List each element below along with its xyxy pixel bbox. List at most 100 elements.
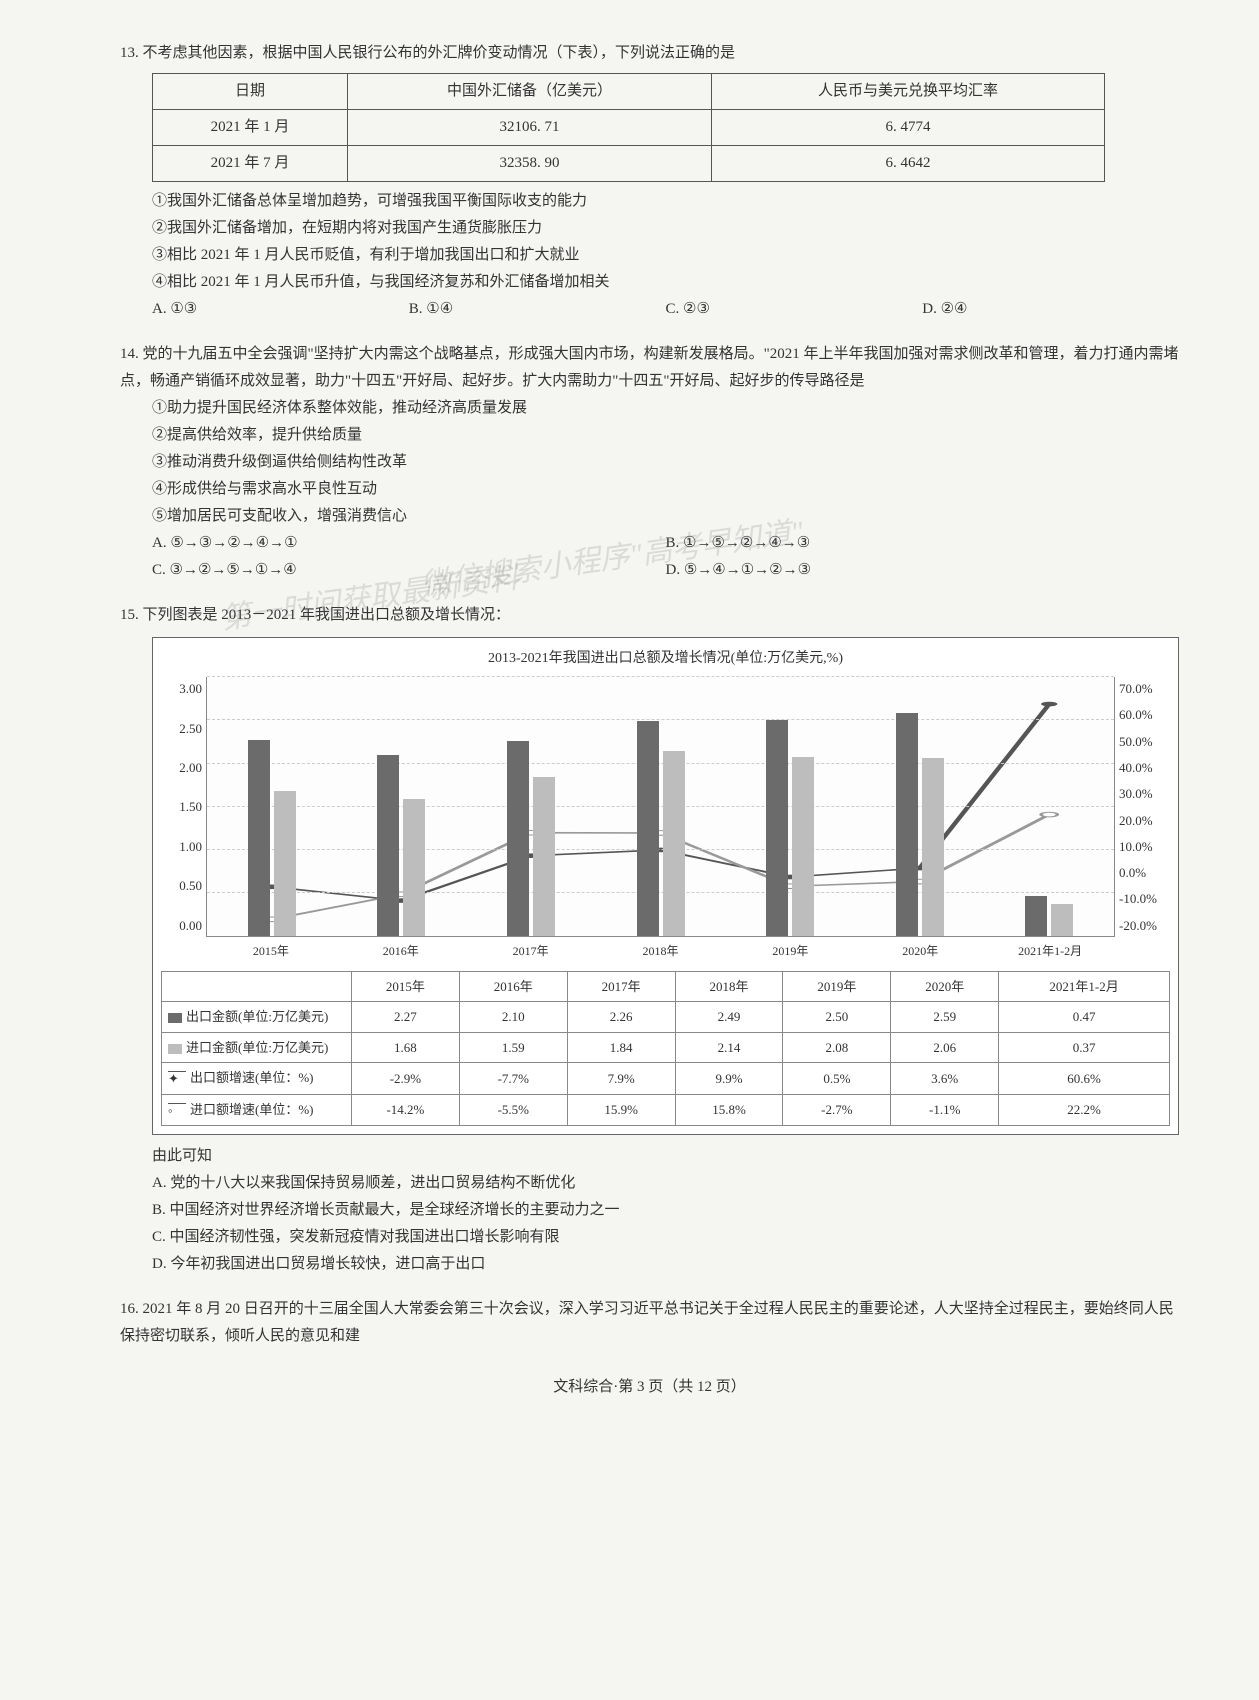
table-row: 进口金额(单位:万亿美元) 1.68 1.59 1.84 2.14 2.08 2… [162,1032,1170,1062]
col-h: 2021年1-2月 [999,971,1170,1001]
table-cell: 6. 4774 [711,110,1104,146]
q14-opt-d: D. ⑤→④→①→②→③ [666,557,1180,584]
table-row: 出口金额(单位:万亿美元) 2.27 2.10 2.26 2.49 2.50 2… [162,1002,1170,1032]
q13-stem: 不考虑其他因素，根据中国人民银行公布的外汇牌价变动情况（下表），下列说法正确的是 [143,45,736,61]
cell: -7.7% [459,1062,567,1094]
cell: 2.14 [675,1032,783,1062]
q13-opt-c: C. ②③ [666,296,923,323]
row-label: 进口金额(单位:万亿美元) [186,1040,328,1055]
cell: 0.47 [999,1002,1170,1032]
cell: 9.9% [675,1062,783,1094]
cell: -1.1% [891,1094,999,1126]
table-row: ◦ 进口额增速(单位：%) -14.2% -5.5% 15.9% 15.8% -2… [162,1094,1170,1126]
cell: 2.27 [352,1002,460,1032]
question-13: 13. 不考虑其他因素，根据中国人民银行公布的外汇牌价变动情况（下表），下列说法… [120,40,1179,323]
row-label: 出口金额(单位:万亿美元) [186,1009,328,1024]
q14-stmt-2: ②提高供给效率，提升供给质量 [120,422,1179,449]
cell: 2.10 [459,1002,567,1032]
cell: 60.6% [999,1062,1170,1094]
cell: -2.9% [352,1062,460,1094]
q14-stmt-1: ①助力提升国民经济体系整体效能，推动经济高质量发展 [120,395,1179,422]
cell: 0.37 [999,1032,1170,1062]
cell: 1.59 [459,1032,567,1062]
x-axis-labels: 2015年2016年2017年2018年2019年2020年2021年1-2月 [206,937,1115,963]
q13-stmt-2: ②我国外汇储备增加，在短期内将对我国产生通货膨胀压力 [120,215,1179,242]
q13-stmt-4: ④相比 2021 年 1 月人民币升值，与我国经济复苏和外汇储备增加相关 [120,269,1179,296]
table-cell: 2021 年 7 月 [153,146,348,182]
cell: 2.49 [675,1002,783,1032]
legend-swatch-import [168,1044,182,1054]
q14-opt-a: A. ⑤→③→②→④→① [152,530,666,557]
q14-stmt-4: ④形成供给与需求高水平良性互动 [120,476,1179,503]
q14-number: 14. [120,346,139,362]
cell: 2.50 [783,1002,891,1032]
cell: 2.59 [891,1002,999,1032]
q14-stem: 党的十九届五中全会强调"坚持扩大内需这个战略基点，形成强大国内市场，构建新发展格… [120,346,1179,389]
page-footer: 文科综合·第 3 页（共 12 页） [120,1374,1179,1401]
q15-stem: 下列图表是 2013－2021 年我国进出口总额及增长情况： [143,607,511,623]
cell: 15.9% [567,1094,675,1126]
col-h: 2020年 [891,971,999,1001]
q13-opt-d: D. ②④ [922,296,1179,323]
q15-opt-b: B. 中国经济对世界经济增长贡献最大，是全球经济增长的主要动力之一 [120,1197,1179,1224]
table-row: ✦出口额增速(单位：%) -2.9% -7.7% 7.9% 9.9% 0.5% … [162,1062,1170,1094]
cell: 2.08 [783,1032,891,1062]
table-cell: 32358. 90 [348,146,712,182]
cell: 15.8% [675,1094,783,1126]
cell: 7.9% [567,1062,675,1094]
q15-opt-d: D. 今年初我国进出口贸易增长较快，进口高于出口 [120,1251,1179,1278]
q16-stem: 2021 年 8 月 20 日召开的十三届全国人大常委会第三十次会议，深入学习习… [120,1301,1174,1344]
legend-swatch-export [168,1013,182,1023]
row-label: 出口额增速(单位：%) [190,1070,314,1085]
q14-stmt-5: ⑤增加居民可支配收入，增强消费信心 [120,503,1179,530]
cell: 0.5% [783,1062,891,1094]
q13-options: A. ①③ B. ①④ C. ②③ D. ②④ [120,296,1179,323]
table-cell: 6. 4642 [711,146,1104,182]
chart-title: 2013-2021年我国进出口总额及增长情况(单位:万亿美元,%) [161,646,1170,671]
q16-number: 16. [120,1301,139,1317]
cell: 2.06 [891,1032,999,1062]
q14-opt-b: B. ①→⑤→②→④→③ [666,530,1180,557]
q13-table: 日期 中国外汇储备（亿美元） 人民币与美元兑换平均汇率 2021 年 1 月 3… [152,73,1105,182]
q13-th-2: 人民币与美元兑换平均汇率 [711,74,1104,110]
q13-stmt-3: ③相比 2021 年 1 月人民币贬值，有利于增加我国出口和扩大就业 [120,242,1179,269]
q13-opt-a: A. ①③ [152,296,409,323]
q15-number: 15. [120,607,139,623]
q13-stmt-1: ①我国外汇储备总体呈增加趋势，可增强我国平衡国际收支的能力 [120,188,1179,215]
col-h: 2016年 [459,971,567,1001]
question-16: 16. 2021 年 8 月 20 日召开的十三届全国人大常委会第三十次会议，深… [120,1296,1179,1350]
question-14: 14. 党的十九届五中全会强调"坚持扩大内需这个战略基点，形成强大国内市场，构建… [120,341,1179,584]
q15-conclusion: 由此可知 [120,1143,1179,1170]
cell: -14.2% [352,1094,460,1126]
chart-container: 2013-2021年我国进出口总额及增长情况(单位:万亿美元,%) 3.002.… [152,637,1179,1135]
legend-line-export-growth: ✦ [168,1067,186,1090]
cell: 1.84 [567,1032,675,1062]
cell: -2.7% [783,1094,891,1126]
cell: 2.26 [567,1002,675,1032]
q15-opt-a: A. 党的十八大以来我国保持贸易顺差，进出口贸易结构不断优化 [120,1170,1179,1197]
col-h: 2019年 [783,971,891,1001]
q14-opt-c: C. ③→②→⑤→①→④ [152,557,666,584]
q13-th-1: 中国外汇储备（亿美元） [348,74,712,110]
cell: 1.68 [352,1032,460,1062]
q14-options: A. ⑤→③→②→④→① B. ①→⑤→②→④→③ C. ③→②→⑤→①→④ D… [120,530,1179,584]
row-label: 进口额增速(单位：%) [190,1102,314,1117]
y-axis-right: 70.0%60.0%50.0%40.0%30.0%20.0%10.0%0.0%-… [1115,677,1170,937]
cell: -5.5% [459,1094,567,1126]
table-cell: 2021 年 1 月 [153,110,348,146]
legend-line-import-growth: ◦ [168,1099,186,1122]
chart-data-table: 2015年 2016年 2017年 2018年 2019年 2020年 2021… [161,971,1170,1127]
q15-opt-c: C. 中国经济韧性强，突发新冠疫情对我国进出口增长影响有限 [120,1224,1179,1251]
q13-number: 13. [120,45,139,61]
chart-plot-area: 3.002.502.001.501.000.500.00 70.0%60.0%5… [161,677,1170,937]
y-axis-left: 3.002.502.001.501.000.500.00 [161,677,206,937]
q14-stmt-3: ③推动消费升级倒逼供给侧结构性改革 [120,449,1179,476]
q13-th-0: 日期 [153,74,348,110]
col-h: 2018年 [675,971,783,1001]
col-h: 2015年 [352,971,460,1001]
table-cell: 32106. 71 [348,110,712,146]
cell: 3.6% [891,1062,999,1094]
cell: 22.2% [999,1094,1170,1126]
chart-plot [206,677,1115,937]
col-h: 2017年 [567,971,675,1001]
